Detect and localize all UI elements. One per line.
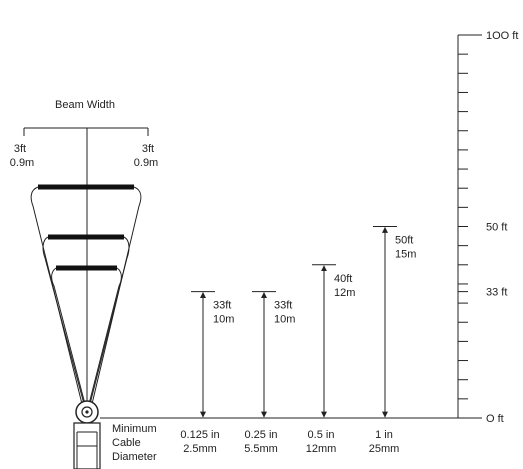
beam-mid-left — [42, 236, 85, 405]
range-ft-label: 50ft — [395, 235, 413, 247]
beam-inner-left — [51, 267, 86, 405]
range-m-label: 10m — [213, 314, 234, 326]
scale-label: 1OO ft — [486, 30, 518, 42]
scale-label: 33 ft — [486, 287, 507, 299]
range-arrows: 33ft 10m 0.125 in 2.5mm 33ft 10m 0.25 in 5.5mm 4… — [180, 226, 416, 455]
diameter-in-label: 1 in — [375, 429, 393, 441]
range-m-label: 15m — [395, 249, 416, 261]
diameter-in-label: 0.5 in — [308, 429, 335, 441]
diameter-in-label: 0.125 in — [180, 429, 219, 441]
range-ft-label: 40ft — [334, 273, 352, 285]
beam-right-m: 0.9m — [134, 157, 158, 169]
cable-label-line1: Minimum — [112, 423, 157, 435]
beam-outer-left — [30, 186, 83, 405]
range-ft-label: 33ft — [213, 300, 231, 312]
beam-cone — [30, 186, 142, 405]
beam-outer-right — [91, 186, 142, 405]
beam-left-m: 0.9m — [10, 157, 34, 169]
cable-label-line2: Cable — [112, 437, 141, 449]
beam-inner-right — [88, 267, 122, 405]
scale-label: 50 ft — [486, 222, 507, 234]
beam-right-ft: 3ft — [142, 143, 154, 155]
scale-label: O ft — [486, 413, 504, 425]
diameter-mm-label: 25mm — [369, 443, 400, 455]
diameter-mm-label: 5.5mm — [244, 443, 278, 455]
diameter-mm-label: 12mm — [306, 443, 337, 455]
range-ft-label: 33ft — [274, 300, 292, 312]
beam-mid-right — [89, 236, 130, 405]
diameter-mm-label: 2.5mm — [183, 443, 217, 455]
range-m-label: 12m — [334, 287, 355, 299]
diameter-in-label: 0.25 in — [244, 429, 277, 441]
beam-width-title: Beam Width — [55, 99, 115, 111]
beam-left-ft: 3ft — [14, 143, 26, 155]
sonar-device-icon — [73, 400, 101, 469]
depth-scale: 1OO ft 50 ft 33 ft O ft — [457, 30, 518, 425]
range-m-label: 10m — [274, 314, 295, 326]
cable-label-line3: Diameter — [112, 451, 157, 463]
